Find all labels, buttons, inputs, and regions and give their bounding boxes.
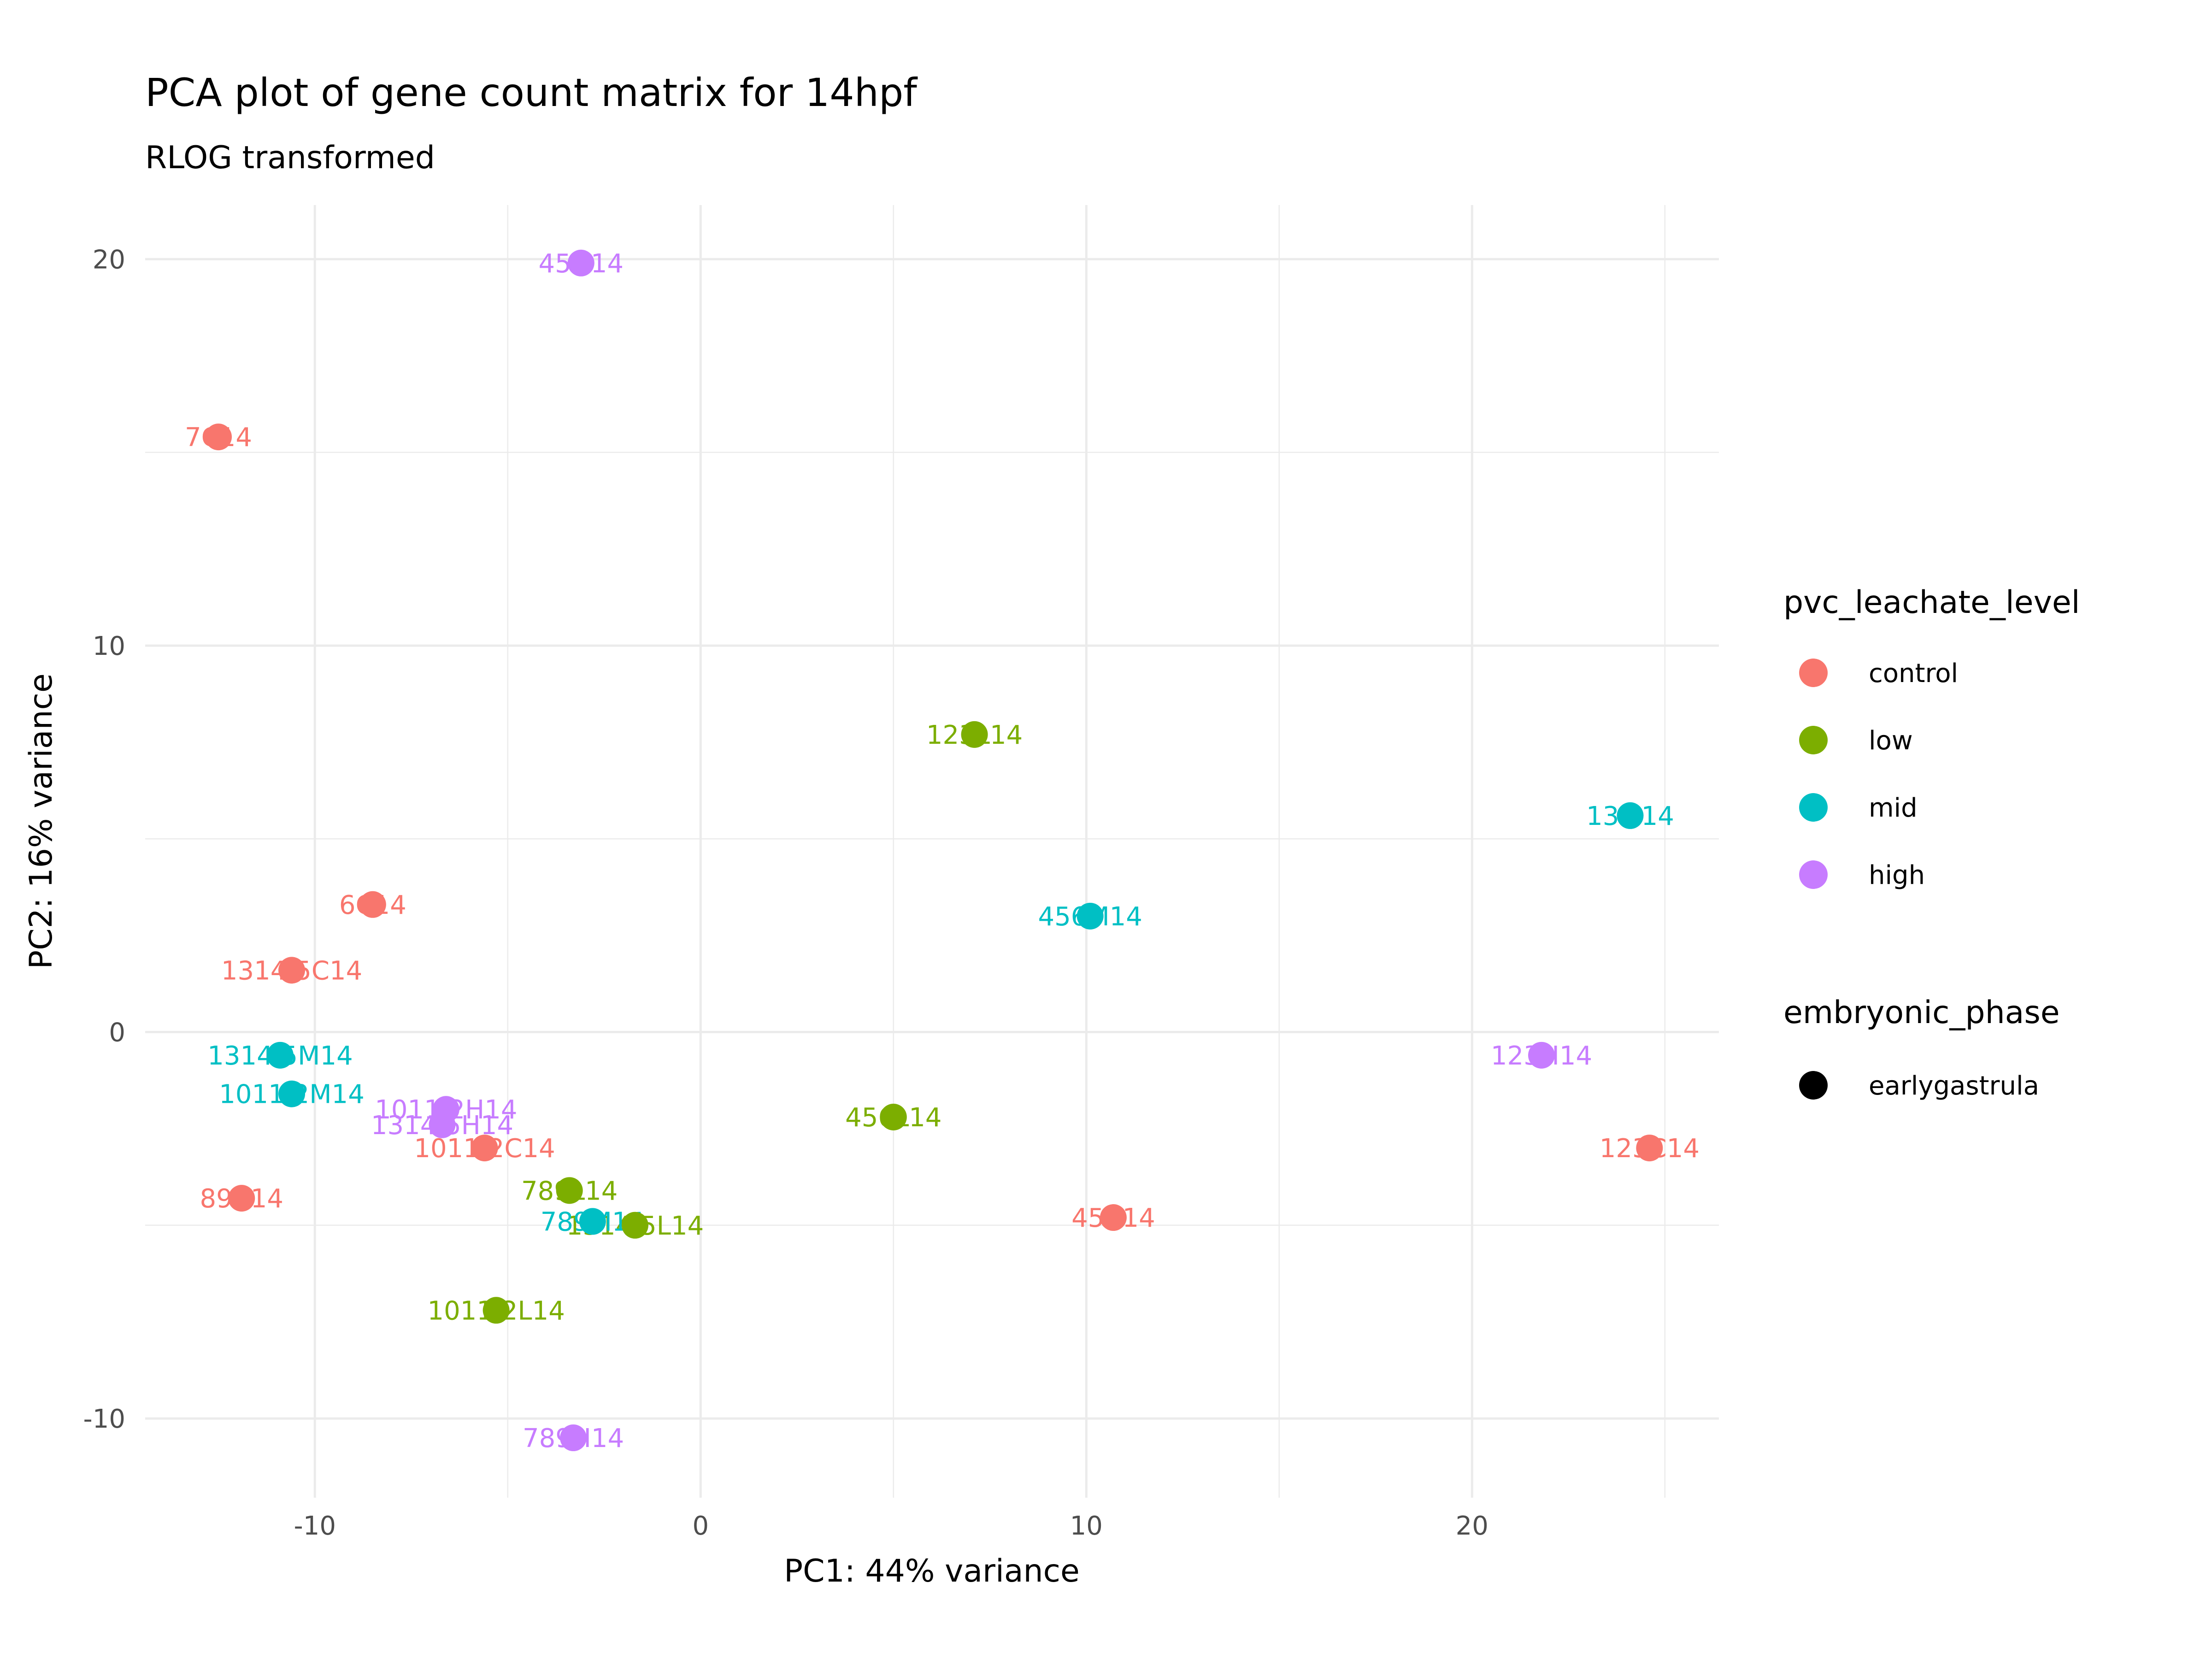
scatter-point — [1077, 902, 1104, 930]
scatter-point — [1100, 1204, 1127, 1231]
y-tick-label: -10 — [83, 1404, 125, 1434]
scatter-point — [205, 424, 232, 451]
x-tick-label: 10 — [1070, 1511, 1103, 1541]
scatter-point — [359, 891, 386, 918]
legend-label: earlygastrula — [1869, 1071, 2039, 1101]
scatter-point — [482, 1297, 510, 1324]
scatter-point — [567, 249, 594, 276]
legend-title: pvc_leachate_level — [1783, 584, 2080, 621]
scatter-point — [471, 1135, 498, 1162]
x-tick-label: 20 — [1456, 1511, 1488, 1541]
scatter-point — [1636, 1135, 1663, 1162]
legend-label: high — [1869, 860, 1925, 890]
y-tick-label: 0 — [109, 1018, 125, 1048]
scatter-point — [1528, 1041, 1555, 1069]
legend-key — [1799, 860, 1828, 889]
legend-key — [1799, 1071, 1828, 1100]
scatter-point — [556, 1177, 583, 1204]
legend-key — [1799, 726, 1828, 754]
scatter-point — [266, 1041, 294, 1069]
x-axis-title: PC1: 44% variance — [784, 1553, 1080, 1589]
scatter-point — [228, 1185, 255, 1212]
scatter-point — [560, 1424, 587, 1452]
y-axis-ticks: -10 0 10 20 — [83, 245, 125, 1434]
scatter-point — [1617, 802, 1644, 829]
data-points — [205, 249, 1663, 1452]
chart-subtitle: RLOG transformed — [145, 140, 435, 176]
scatter-point — [622, 1212, 649, 1239]
scatter-point — [429, 1111, 456, 1138]
y-tick-label: 20 — [93, 245, 125, 275]
scatter-point — [961, 721, 988, 748]
legend-key — [1799, 659, 1828, 687]
chart-title: PCA plot of gene count matrix for 14hpf — [145, 70, 918, 115]
grid — [145, 205, 1719, 1498]
scatter-point — [278, 957, 306, 984]
scatter-point — [880, 1104, 907, 1131]
legend-label: mid — [1869, 793, 1918, 823]
x-tick-label: -10 — [294, 1511, 336, 1541]
y-tick-label: 10 — [93, 631, 125, 661]
legend-label: control — [1869, 659, 1958, 688]
legend-label: low — [1869, 726, 1913, 756]
scatter-point — [579, 1208, 606, 1235]
scatter-point — [278, 1080, 306, 1107]
x-tick-label: 0 — [692, 1511, 709, 1541]
legend-title: embryonic_phase — [1783, 994, 2060, 1031]
legend-key — [1799, 793, 1828, 822]
y-axis-title: PC2: 16% variance — [23, 673, 59, 969]
x-axis-ticks: -10 0 10 20 — [294, 1511, 1488, 1541]
